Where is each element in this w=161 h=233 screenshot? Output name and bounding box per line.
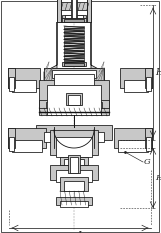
Bar bbox=[64, 36, 84, 38]
Bar bbox=[146, 137, 151, 151]
Bar bbox=[57, 0, 91, 22]
Bar bbox=[120, 68, 152, 88]
Bar bbox=[64, 30, 84, 31]
Bar bbox=[114, 128, 152, 148]
Bar bbox=[62, 62, 86, 66]
Bar bbox=[8, 128, 46, 148]
Polygon shape bbox=[44, 22, 57, 80]
Polygon shape bbox=[91, 22, 104, 80]
Bar bbox=[87, 0, 91, 22]
Bar bbox=[64, 55, 84, 56]
Bar bbox=[12, 80, 36, 92]
Bar bbox=[64, 45, 84, 46]
Bar bbox=[145, 128, 152, 148]
Bar bbox=[56, 197, 92, 205]
Bar bbox=[64, 181, 84, 191]
Bar bbox=[47, 85, 101, 115]
Bar bbox=[64, 53, 84, 55]
Bar bbox=[146, 77, 151, 91]
Bar bbox=[64, 33, 84, 34]
Bar bbox=[52, 70, 96, 78]
Bar bbox=[72, 0, 76, 18]
Bar bbox=[64, 31, 84, 33]
Bar bbox=[62, 18, 86, 22]
Bar bbox=[64, 28, 84, 29]
Bar bbox=[64, 40, 84, 41]
Bar bbox=[44, 68, 104, 90]
Bar bbox=[8, 128, 15, 148]
Bar bbox=[64, 63, 84, 66]
Bar bbox=[50, 130, 98, 155]
Bar bbox=[70, 157, 78, 173]
Bar bbox=[56, 137, 92, 157]
Bar bbox=[145, 68, 152, 88]
Bar bbox=[8, 68, 40, 88]
Bar bbox=[9, 77, 14, 91]
Bar bbox=[44, 68, 104, 80]
Bar bbox=[64, 50, 84, 51]
Bar bbox=[64, 51, 84, 53]
Bar bbox=[36, 125, 112, 140]
Bar bbox=[71, 0, 77, 18]
Bar bbox=[64, 46, 84, 48]
Bar bbox=[54, 74, 94, 92]
Text: H: H bbox=[155, 174, 161, 182]
Bar bbox=[65, 15, 83, 18]
Text: G: G bbox=[144, 158, 151, 166]
Bar bbox=[39, 100, 109, 108]
Bar bbox=[64, 38, 84, 39]
Bar bbox=[60, 201, 88, 207]
Bar bbox=[57, 0, 61, 22]
Bar bbox=[64, 62, 84, 63]
Bar bbox=[64, 48, 84, 50]
Text: H: H bbox=[155, 68, 161, 77]
Bar bbox=[46, 102, 102, 108]
Bar bbox=[60, 157, 88, 165]
Bar bbox=[9, 137, 14, 151]
Bar bbox=[64, 19, 84, 22]
Bar bbox=[64, 56, 84, 58]
Bar bbox=[124, 80, 148, 92]
Bar bbox=[12, 140, 42, 152]
Bar bbox=[60, 177, 88, 191]
Bar bbox=[68, 155, 80, 173]
Bar bbox=[68, 95, 80, 105]
Bar bbox=[118, 140, 148, 152]
Bar bbox=[64, 41, 84, 43]
Bar bbox=[39, 80, 109, 115]
Bar bbox=[66, 93, 82, 105]
Bar bbox=[62, 15, 86, 18]
Text: L: L bbox=[77, 231, 83, 233]
Bar bbox=[61, 2, 87, 10]
Bar bbox=[64, 26, 84, 28]
Bar bbox=[56, 170, 92, 182]
Bar bbox=[8, 68, 15, 88]
Bar bbox=[64, 60, 84, 61]
Bar bbox=[64, 159, 84, 165]
Bar bbox=[64, 43, 84, 45]
Bar bbox=[44, 132, 104, 142]
Bar bbox=[50, 165, 98, 180]
Bar bbox=[64, 34, 84, 36]
Bar bbox=[64, 58, 84, 60]
Bar bbox=[61, 0, 87, 22]
